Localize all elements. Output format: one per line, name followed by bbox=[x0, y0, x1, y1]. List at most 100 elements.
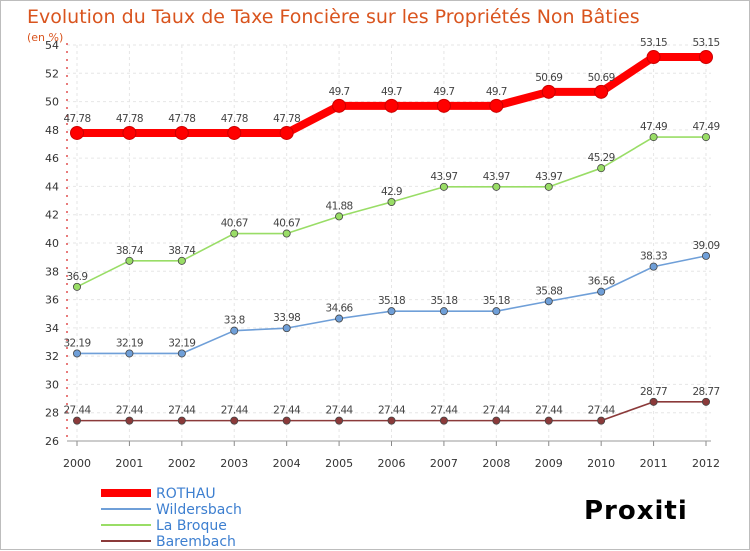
data-label: 27.44 bbox=[588, 405, 616, 417]
data-label: 47.49 bbox=[640, 121, 667, 133]
data-point bbox=[492, 416, 501, 425]
data-point bbox=[702, 251, 711, 260]
data-point bbox=[70, 125, 84, 140]
data-label: 38.74 bbox=[116, 245, 144, 257]
y-axis-unit: (en %) bbox=[27, 31, 63, 44]
data-label: 38.33 bbox=[640, 251, 667, 263]
data-label: 27.44 bbox=[273, 405, 301, 417]
data-label: 38.74 bbox=[168, 245, 196, 257]
data-point bbox=[73, 416, 82, 425]
y-tick-label: 28 bbox=[45, 407, 59, 420]
data-label: 53.15 bbox=[640, 37, 667, 49]
x-tick-label: 2010 bbox=[587, 457, 615, 470]
data-label: 45.29 bbox=[588, 152, 615, 164]
data-label: 27.44 bbox=[430, 405, 458, 417]
y-tick-label: 44 bbox=[45, 180, 59, 193]
data-point bbox=[544, 297, 553, 306]
data-point bbox=[332, 98, 347, 113]
data-point bbox=[646, 50, 661, 65]
y-tick-label: 34 bbox=[45, 322, 59, 335]
series-wildersbach: 32.19 32.19 32.19 33.8 33.98 34.66 35.18 35.18 3… bbox=[63, 240, 720, 358]
data-point bbox=[439, 416, 448, 425]
data-point bbox=[125, 256, 134, 265]
data-label: 41.88 bbox=[326, 200, 353, 212]
data-label: 35.18 bbox=[378, 295, 405, 307]
data-point bbox=[174, 125, 189, 140]
data-point bbox=[649, 262, 658, 271]
data-point bbox=[702, 133, 711, 142]
x-tick-label: 2003 bbox=[220, 457, 248, 470]
data-label: 27.44 bbox=[378, 405, 406, 417]
legend-label: Barembach bbox=[156, 534, 236, 550]
legend-label: La Broque bbox=[156, 518, 227, 534]
y-tick-label: 26 bbox=[45, 435, 59, 448]
data-point bbox=[594, 84, 609, 99]
proxiti-logo: Proxiti bbox=[584, 496, 687, 526]
data-point bbox=[122, 125, 137, 140]
grid bbox=[67, 44, 711, 442]
data-label: 36.56 bbox=[588, 276, 616, 288]
data-label: 27.44 bbox=[535, 405, 563, 417]
data-label: 39.09 bbox=[692, 240, 719, 252]
data-point bbox=[597, 164, 606, 173]
data-label: 49.7 bbox=[329, 86, 350, 98]
data-label: 43.97 bbox=[430, 171, 457, 183]
data-label: 34.66 bbox=[326, 303, 354, 315]
data-label: 49.7 bbox=[433, 86, 454, 98]
data-label: 27.44 bbox=[326, 405, 354, 417]
data-label: 49.7 bbox=[486, 86, 507, 98]
y-tick-label: 52 bbox=[45, 67, 59, 80]
data-point bbox=[387, 307, 396, 316]
data-label: 27.44 bbox=[483, 405, 511, 417]
x-tick-label: 2012 bbox=[692, 457, 720, 470]
data-point bbox=[282, 324, 291, 333]
data-point bbox=[177, 256, 186, 265]
data-label: 40.67 bbox=[273, 218, 300, 230]
data-point bbox=[492, 307, 501, 316]
data-label: 27.44 bbox=[221, 405, 249, 417]
data-point bbox=[436, 98, 451, 113]
data-label: 27.44 bbox=[116, 405, 144, 417]
data-point bbox=[544, 416, 553, 425]
data-label: 50.69 bbox=[535, 72, 562, 84]
y-tick-label: 48 bbox=[45, 124, 59, 137]
data-point bbox=[335, 416, 344, 425]
data-point bbox=[230, 229, 239, 238]
data-point bbox=[649, 133, 658, 142]
y-tick-label: 36 bbox=[45, 294, 59, 307]
y-tick-label: 32 bbox=[45, 350, 59, 363]
data-point bbox=[387, 416, 396, 425]
y-tick-label: 50 bbox=[45, 96, 59, 109]
data-label: 40.67 bbox=[221, 218, 248, 230]
data-point bbox=[73, 282, 82, 291]
series-la-broque: 36.9 38.74 38.74 40.67 40.67 41.88 42.9 43.97 43… bbox=[67, 121, 720, 291]
data-point bbox=[335, 314, 344, 323]
data-point bbox=[387, 197, 396, 206]
data-label: 33.8 bbox=[224, 315, 245, 327]
x-tick-label: 2009 bbox=[535, 457, 563, 470]
data-label: 32.19 bbox=[168, 337, 195, 349]
data-point bbox=[177, 349, 186, 358]
data-label: 47.78 bbox=[116, 113, 143, 125]
data-point bbox=[702, 397, 711, 406]
data-label: 28.77 bbox=[640, 386, 667, 398]
data-label: 36.9 bbox=[67, 271, 88, 283]
data-point bbox=[699, 50, 713, 65]
data-label: 43.97 bbox=[483, 171, 510, 183]
data-label: 27.44 bbox=[168, 405, 196, 417]
data-label: 42.9 bbox=[381, 186, 402, 198]
data-point bbox=[125, 349, 134, 358]
data-label: 47.78 bbox=[168, 113, 195, 125]
data-label: 50.69 bbox=[588, 72, 615, 84]
data-point bbox=[649, 397, 658, 406]
series-rothau: 47.78 47.78 47.78 47.78 47.78 49.7 49.7 49.7 49.… bbox=[63, 37, 720, 140]
x-tick-label: 2000 bbox=[63, 457, 91, 470]
data-point bbox=[489, 98, 504, 113]
data-label: 32.19 bbox=[63, 337, 90, 349]
data-point bbox=[597, 287, 606, 296]
x-tick-label: 2004 bbox=[273, 457, 301, 470]
data-label: 47.49 bbox=[692, 121, 719, 133]
data-point bbox=[544, 182, 553, 191]
